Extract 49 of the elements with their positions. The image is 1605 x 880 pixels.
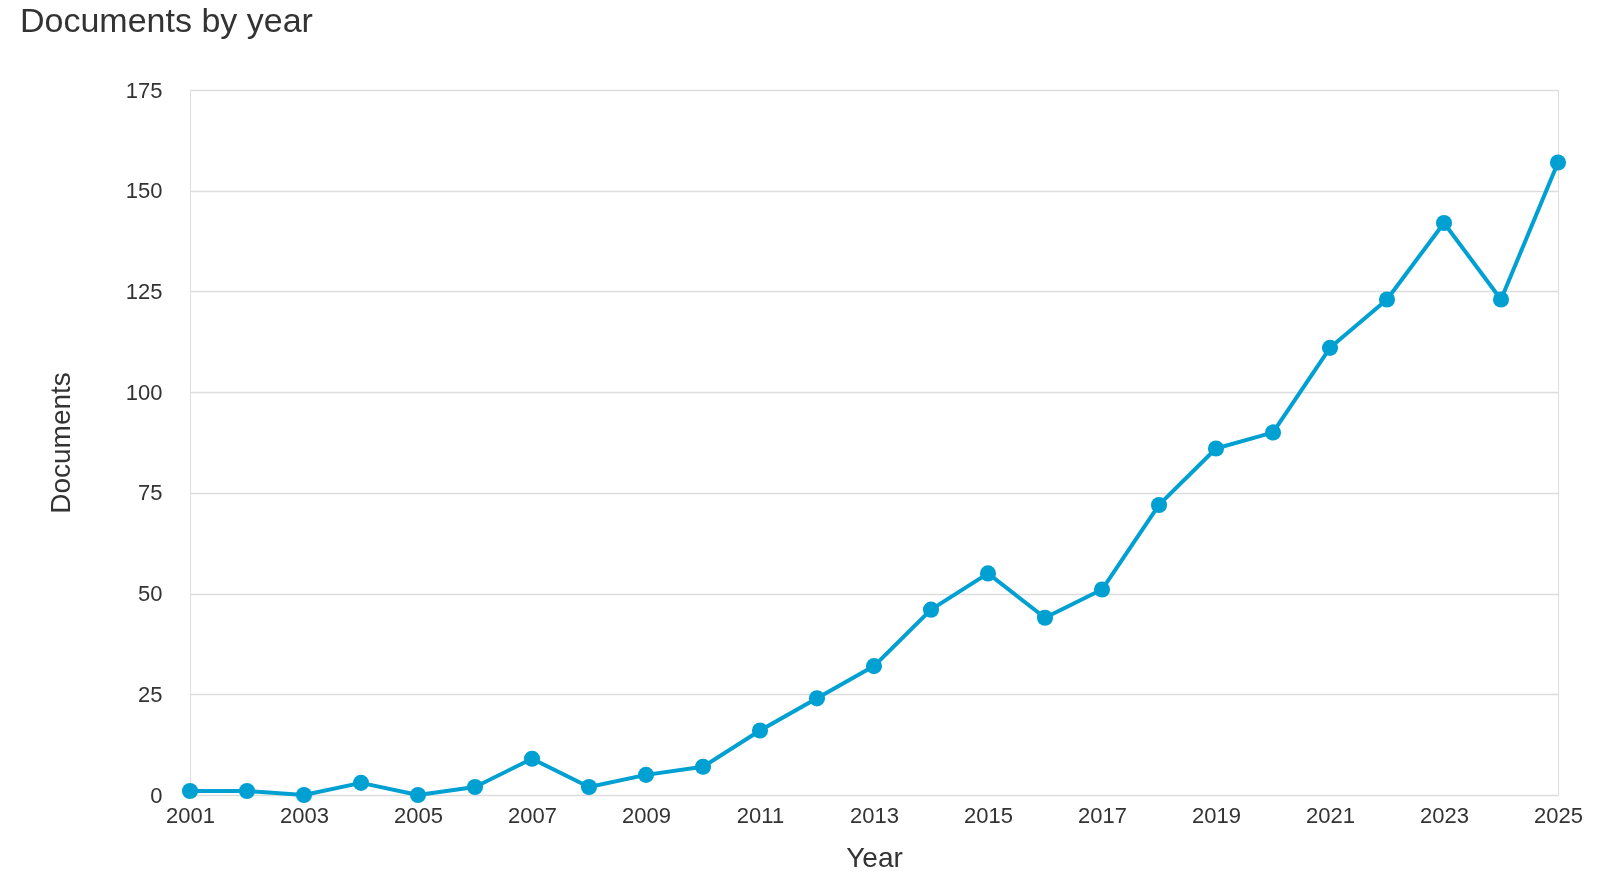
x-tick-label: 2009 [622, 802, 671, 828]
chart-title: Documents by year [20, 1, 313, 39]
point [1321, 339, 1339, 356]
x-tick-label: 2001 [166, 802, 215, 828]
y-tick-label: 75 [138, 480, 163, 506]
y-tick-label: 50 [138, 581, 163, 607]
y-tick-label: 125 [125, 278, 163, 304]
y-tick-label: 25 [138, 681, 163, 707]
point [409, 786, 427, 804]
point [580, 778, 598, 795]
y-tick-label: 0 [150, 782, 163, 808]
x-tick-label: 2025 [1534, 802, 1583, 828]
y-axis-title: Documents [44, 372, 76, 514]
point [922, 601, 940, 618]
point [808, 690, 826, 707]
point [979, 565, 997, 582]
point [1207, 440, 1225, 457]
point [865, 658, 883, 675]
x-tick-label: 2023 [1420, 802, 1469, 828]
x-tick-label: 2007 [508, 802, 557, 828]
point [1036, 609, 1054, 626]
y-tick-label: 150 [125, 178, 163, 204]
point [238, 782, 256, 800]
point [751, 722, 769, 739]
point [352, 774, 370, 791]
point [466, 778, 484, 795]
point [637, 766, 655, 783]
point [1264, 424, 1282, 441]
point [1150, 496, 1168, 513]
point [523, 750, 541, 767]
x-tick-label: 2021 [1306, 802, 1355, 828]
x-tick-label: 2003 [280, 802, 329, 828]
point [1435, 214, 1453, 231]
y-tick-label: 100 [125, 379, 163, 405]
point [694, 758, 712, 775]
point [1093, 581, 1111, 598]
x-tick-label: 2017 [1078, 802, 1127, 828]
x-tick-label: 2019 [1192, 802, 1241, 828]
x-tick-label: 2013 [850, 802, 899, 828]
x-axis-title: Year [846, 841, 903, 873]
x-tick-label: 2005 [394, 802, 443, 828]
point [1378, 291, 1396, 308]
y-tick-label: 175 [125, 77, 163, 103]
point [295, 786, 313, 804]
point [1492, 291, 1510, 308]
point [181, 782, 199, 800]
x-tick-label: 2011 [736, 802, 785, 828]
point [1549, 154, 1567, 171]
x-tick-label: 2015 [964, 802, 1013, 828]
